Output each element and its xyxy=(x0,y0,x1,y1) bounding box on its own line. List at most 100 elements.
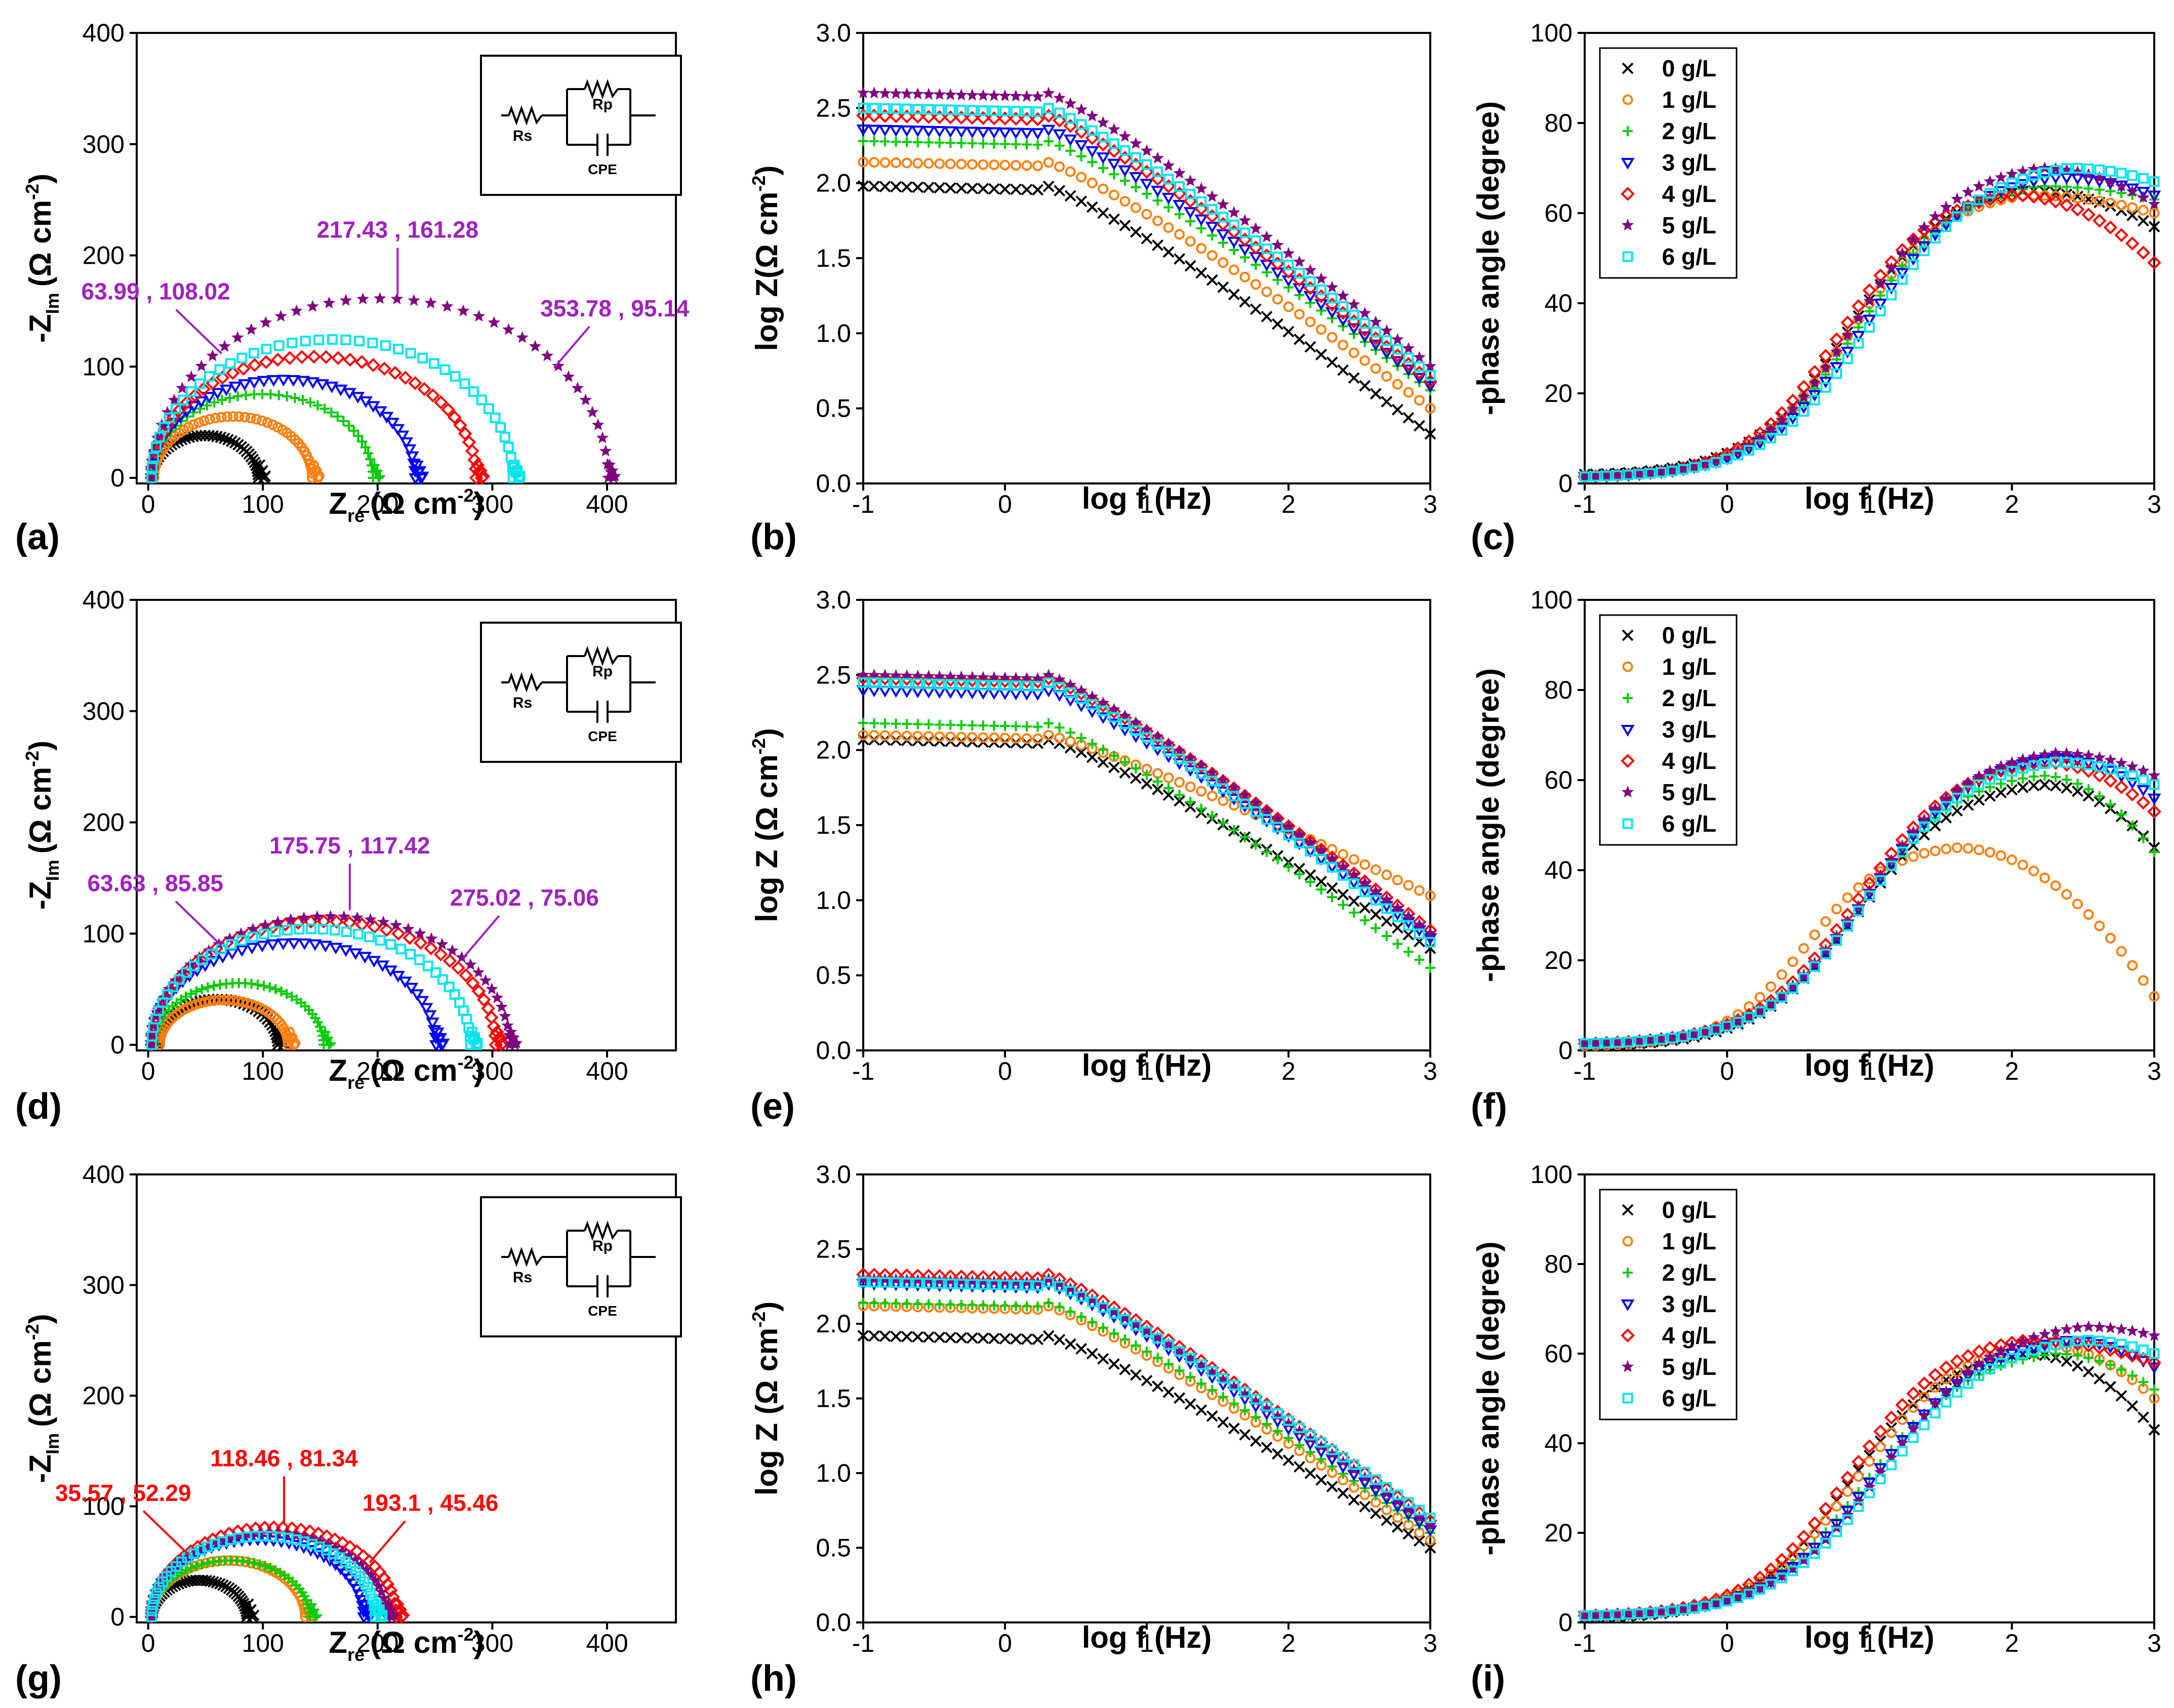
data-point xyxy=(1918,1409,1930,1421)
data-point xyxy=(1030,674,1045,689)
data-point xyxy=(1163,746,1174,757)
data-point xyxy=(1183,207,1197,219)
data-point xyxy=(151,1588,162,1599)
data-point xyxy=(1392,1489,1403,1500)
data-point xyxy=(332,411,343,422)
data-point xyxy=(999,183,1011,195)
data-point xyxy=(1984,847,1995,858)
data-point xyxy=(1656,467,1667,478)
data-point xyxy=(1798,943,1809,954)
y-tick-label: 3.0 xyxy=(816,586,851,614)
data-point xyxy=(1294,309,1305,320)
data-point xyxy=(891,136,901,147)
data-point xyxy=(1326,1444,1338,1455)
data-point xyxy=(383,1583,398,1598)
data-point xyxy=(1305,877,1316,887)
data-point xyxy=(2006,854,2018,865)
data-point xyxy=(1185,781,1196,792)
data-point xyxy=(290,304,303,316)
data-point xyxy=(1601,1610,1612,1621)
data-point xyxy=(283,351,297,365)
data-point xyxy=(1403,947,1414,957)
data-point xyxy=(1053,129,1067,141)
data-point xyxy=(2061,1355,2073,1367)
data-point xyxy=(1304,836,1317,848)
data-point xyxy=(1864,1487,1875,1498)
data-point xyxy=(1272,1448,1283,1460)
data-point xyxy=(1776,992,1787,1003)
data-point xyxy=(341,926,352,938)
data-point xyxy=(1830,345,1843,357)
data-point xyxy=(989,720,999,731)
x-tick-label: 2 xyxy=(1281,1629,1296,1657)
data-point xyxy=(945,1299,956,1310)
data-point xyxy=(1885,853,1898,866)
data-point xyxy=(934,1278,945,1289)
legend-label: 0 g/L xyxy=(1662,1197,1716,1223)
data-point xyxy=(988,89,1000,101)
data-point xyxy=(869,718,879,728)
data-point xyxy=(1283,260,1294,271)
data-point xyxy=(1011,721,1021,731)
data-point xyxy=(364,931,375,943)
data-point xyxy=(1107,144,1121,158)
data-point xyxy=(1174,790,1185,800)
data-point xyxy=(1011,733,1022,744)
data-point xyxy=(1831,904,1842,915)
data-point xyxy=(223,932,236,944)
data-point xyxy=(966,1332,978,1344)
data-point xyxy=(1787,1565,1798,1576)
data-point xyxy=(2094,791,2105,801)
data-point xyxy=(857,86,870,99)
data-point xyxy=(1995,787,2007,799)
data-point xyxy=(1819,1501,1833,1516)
data-point xyxy=(2048,1337,2063,1350)
annotation-leader xyxy=(142,1510,190,1556)
data-point xyxy=(251,414,262,425)
data-point xyxy=(262,417,273,428)
data-point xyxy=(365,454,376,465)
data-point xyxy=(1152,1353,1163,1363)
data-point xyxy=(1096,698,1110,713)
data-point xyxy=(215,371,230,385)
data-point xyxy=(1305,276,1316,287)
data-point xyxy=(1151,185,1165,197)
data-point xyxy=(1381,335,1392,346)
data-point xyxy=(1885,262,1898,274)
data-point xyxy=(1425,1513,1436,1523)
data-point xyxy=(1359,902,1371,914)
data-point xyxy=(257,1520,272,1535)
data-point xyxy=(1119,767,1131,779)
data-point xyxy=(1994,763,2008,778)
data-point xyxy=(1152,1380,1163,1393)
data-point xyxy=(1119,1334,1130,1345)
circuit-label-rp: Rp xyxy=(592,1238,613,1254)
data-point xyxy=(2116,766,2127,778)
data-point xyxy=(1337,888,1349,901)
data-point xyxy=(1371,923,1381,933)
data-point xyxy=(1863,294,1876,306)
data-point xyxy=(1130,772,1142,784)
data-point xyxy=(1250,279,1261,290)
data-point xyxy=(495,1000,508,1012)
data-point xyxy=(1645,1035,1656,1046)
data-point xyxy=(1271,238,1284,251)
x-axis-label: Zre (Ω cm-2) xyxy=(329,1052,484,1093)
data-point xyxy=(858,718,868,728)
data-point xyxy=(2039,770,2050,781)
annotation-label: 353.78 , 95.14 xyxy=(540,295,690,321)
data-point xyxy=(934,182,946,194)
data-point xyxy=(2114,780,2128,794)
data-point xyxy=(1403,352,1414,363)
data-point xyxy=(1370,363,1381,374)
data-point xyxy=(1042,1330,1055,1342)
data-point xyxy=(2049,1325,2062,1337)
legend-marker xyxy=(1622,661,1633,672)
data-point xyxy=(1130,725,1141,736)
data-point xyxy=(375,471,385,481)
data-point xyxy=(976,127,990,139)
data-point xyxy=(2083,194,2094,205)
data-point xyxy=(599,444,612,457)
data-point xyxy=(1129,731,1143,743)
data-point xyxy=(1174,753,1185,764)
